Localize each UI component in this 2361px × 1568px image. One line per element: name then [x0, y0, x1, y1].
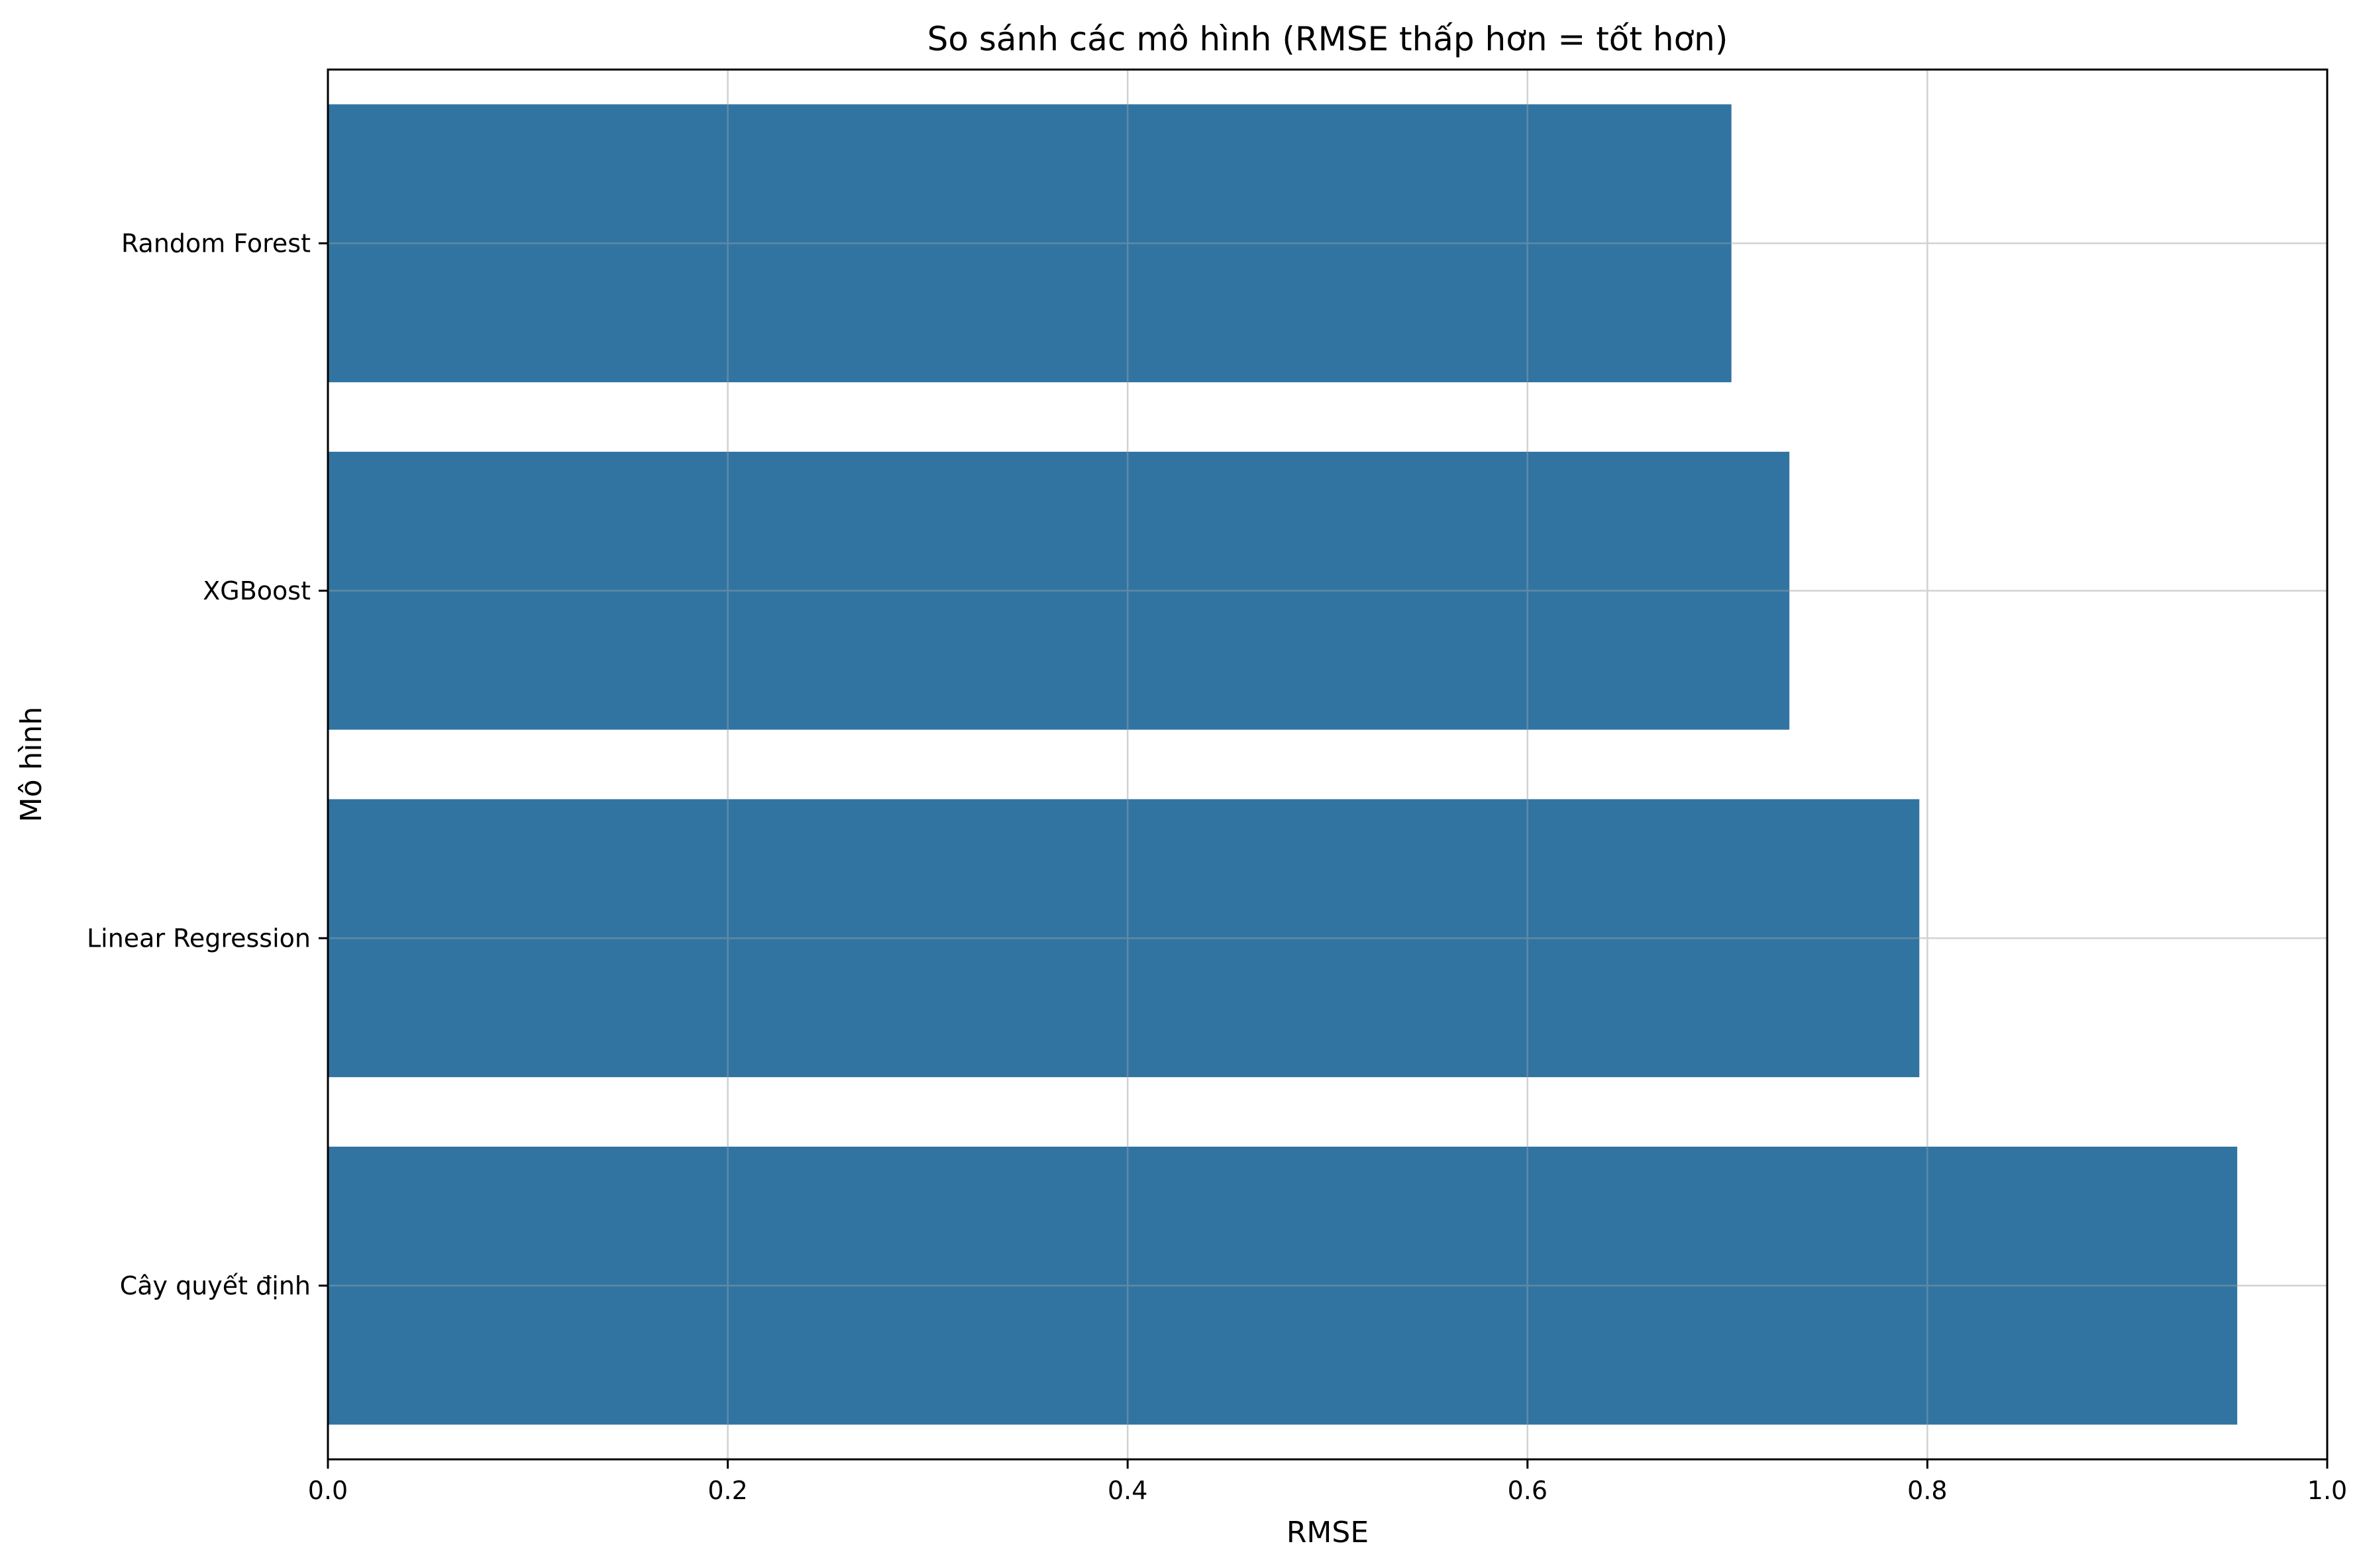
x-tick-label: 0.2	[708, 1476, 747, 1505]
axis-ticks: 0.0 0.2 0.4 0.6 0.8 1.0 Random Forest XGBoost Li…	[87, 229, 2347, 1505]
plot-frame	[327, 68, 2329, 1461]
y-axis-label: Mô hình	[15, 707, 48, 823]
x-tick-label: 0.4	[1108, 1476, 1147, 1505]
bars	[328, 104, 2238, 1425]
x-tick-label: 0.6	[1508, 1476, 1548, 1505]
y-tick-label: Random Forest	[121, 229, 311, 258]
x-tick-label: 0.8	[1907, 1476, 1947, 1505]
bar	[328, 104, 1732, 383]
chart-title: So sánh các mô hình (RMSE thấp hơn = tốt…	[927, 20, 1728, 58]
bar	[328, 451, 1790, 730]
bar	[328, 799, 1920, 1078]
x-axis-label: RMSE	[1286, 1516, 1369, 1549]
y-tick-label: Cây quyết định	[120, 1271, 311, 1300]
y-tick-label: XGBoost	[203, 576, 311, 605]
x-tick-label: 0.0	[308, 1476, 348, 1505]
x-tick-label: 1.0	[2307, 1476, 2347, 1505]
bar	[328, 1146, 2238, 1425]
y-tick-label: Linear Regression	[87, 923, 311, 953]
